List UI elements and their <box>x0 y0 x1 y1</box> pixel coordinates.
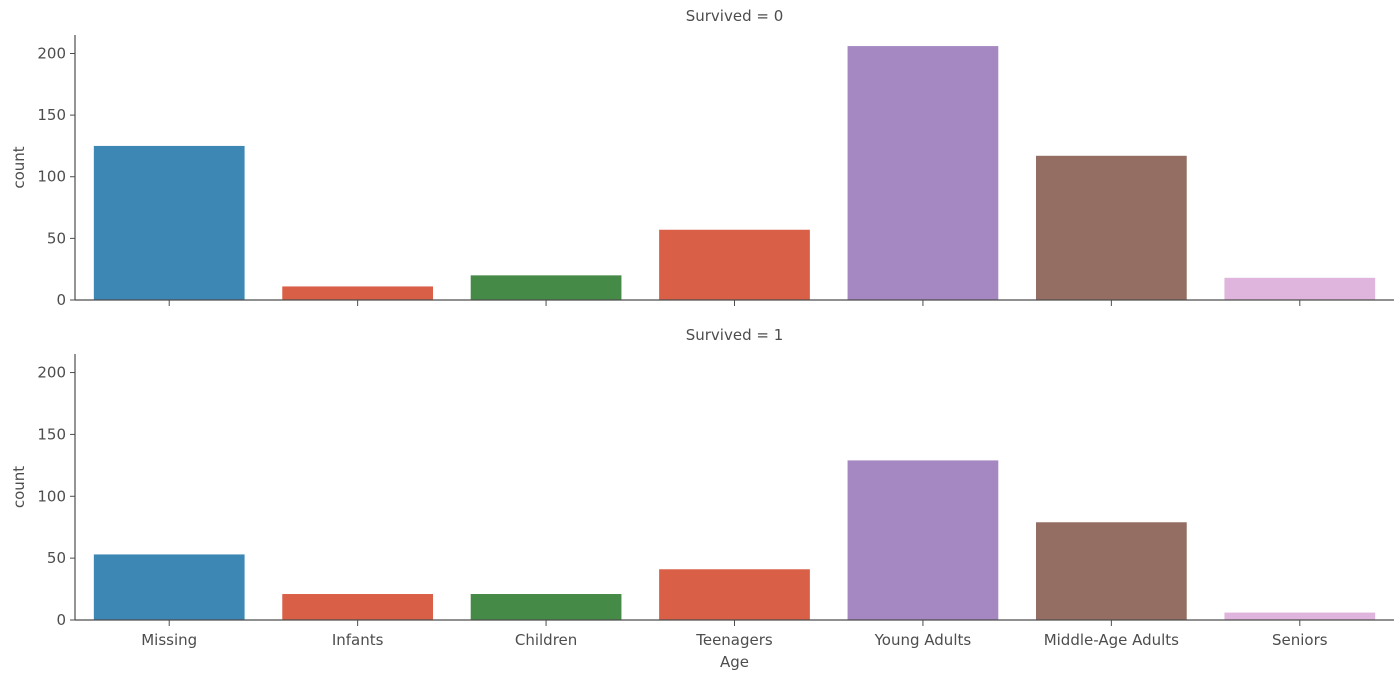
bar-0-2 <box>470 275 622 300</box>
y-tick-label: 200 <box>37 44 66 62</box>
y-axis-label: count <box>10 466 28 508</box>
bar-0-0 <box>93 145 245 300</box>
y-tick-label: 100 <box>37 168 66 186</box>
bar-1-6 <box>1224 612 1376 620</box>
y-axis-label: count <box>10 146 28 188</box>
y-tick-label: 150 <box>37 425 66 443</box>
x-tick-label: Teenagers <box>695 631 773 649</box>
x-tick-label: Middle-Age Adults <box>1044 631 1179 649</box>
bar-1-0 <box>93 554 245 620</box>
x-axis-label: Age <box>720 653 749 671</box>
y-tick-label: 50 <box>47 229 66 247</box>
panel-1: 0 50 100 150 200 Missing Infants Children Teenag… <box>10 326 1394 671</box>
y-tick-label: 0 <box>56 291 66 309</box>
x-tick-label: Seniors <box>1272 631 1328 649</box>
bar-0-4 <box>847 46 999 301</box>
bar-0-5 <box>1035 155 1187 300</box>
y-tick-label: 0 <box>56 611 66 629</box>
x-tick-label: Young Adults <box>874 631 972 649</box>
bar-1-3 <box>659 569 810 620</box>
bar-1-1 <box>282 594 434 620</box>
bar-1-5 <box>1035 522 1187 620</box>
bar-0-6 <box>1224 277 1376 300</box>
panel-title: Survived = 0 <box>686 7 784 25</box>
x-tick-label: Missing <box>141 631 197 649</box>
y-tick-label: 150 <box>37 106 66 124</box>
y-tick-label: 100 <box>37 487 66 505</box>
y-tick-label: 200 <box>37 364 66 382</box>
bar-0-3 <box>659 229 810 300</box>
bar-0-1 <box>282 286 434 300</box>
panel-title: Survived = 1 <box>686 326 784 344</box>
x-tick-label: Children <box>515 631 577 649</box>
panel-0: 0 50 100 150 200 count Survived = 0 <box>10 7 1394 309</box>
x-tick-label: Infants <box>332 631 384 649</box>
bar-1-2 <box>470 594 622 620</box>
bar-1-4 <box>847 460 999 620</box>
y-tick-label: 50 <box>47 549 66 567</box>
